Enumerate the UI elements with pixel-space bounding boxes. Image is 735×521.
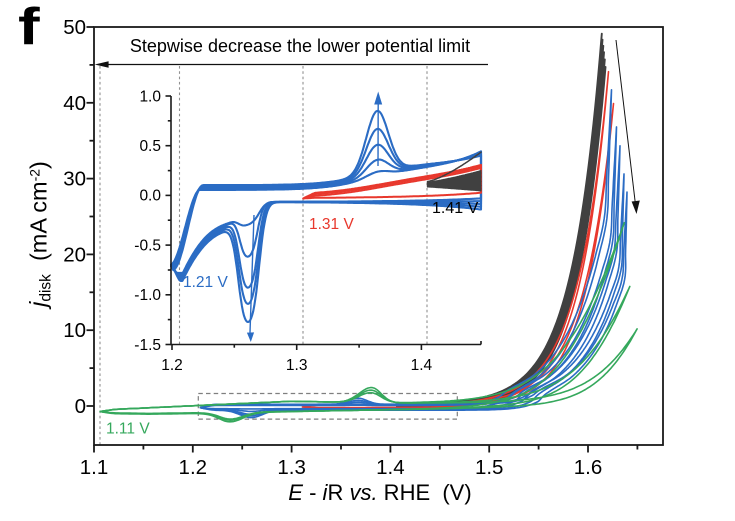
svg-text:40: 40: [63, 92, 86, 115]
svg-text:20: 20: [63, 243, 86, 266]
svg-text:1.21 V: 1.21 V: [183, 274, 228, 291]
svg-text:1.3: 1.3: [286, 357, 308, 374]
svg-text:0.5: 0.5: [139, 138, 161, 155]
svg-text:1.3: 1.3: [277, 456, 306, 479]
svg-text:10: 10: [63, 319, 86, 342]
svg-text:-1.5: -1.5: [134, 337, 161, 354]
svg-text:1.41 V: 1.41 V: [432, 200, 479, 217]
svg-text:f: f: [18, 0, 40, 55]
svg-text:E - iR vs. RHE (V): E - iR vs. RHE (V): [288, 480, 471, 505]
svg-text:1.2: 1.2: [161, 357, 183, 374]
svg-text:1.11 V: 1.11 V: [106, 421, 150, 438]
svg-text:1.0: 1.0: [139, 88, 161, 105]
svg-text:Stepwise decrease the lower po: Stepwise decrease the lower potential li…: [130, 36, 470, 56]
svg-text:30: 30: [63, 168, 86, 191]
svg-text:1.2: 1.2: [179, 456, 208, 479]
svg-text:-0.5: -0.5: [134, 237, 161, 254]
svg-text:1.31 V: 1.31 V: [309, 216, 354, 233]
svg-text:1.6: 1.6: [574, 456, 603, 479]
svg-text:0.0: 0.0: [139, 188, 161, 205]
svg-text:0: 0: [75, 395, 86, 418]
svg-text:1.1: 1.1: [80, 456, 109, 479]
svg-text:1.4: 1.4: [376, 456, 405, 479]
svg-text:1.4: 1.4: [411, 357, 433, 374]
svg-text:1.5: 1.5: [475, 456, 504, 479]
svg-text:-1.0: -1.0: [134, 287, 161, 304]
svg-text:50: 50: [63, 16, 86, 39]
